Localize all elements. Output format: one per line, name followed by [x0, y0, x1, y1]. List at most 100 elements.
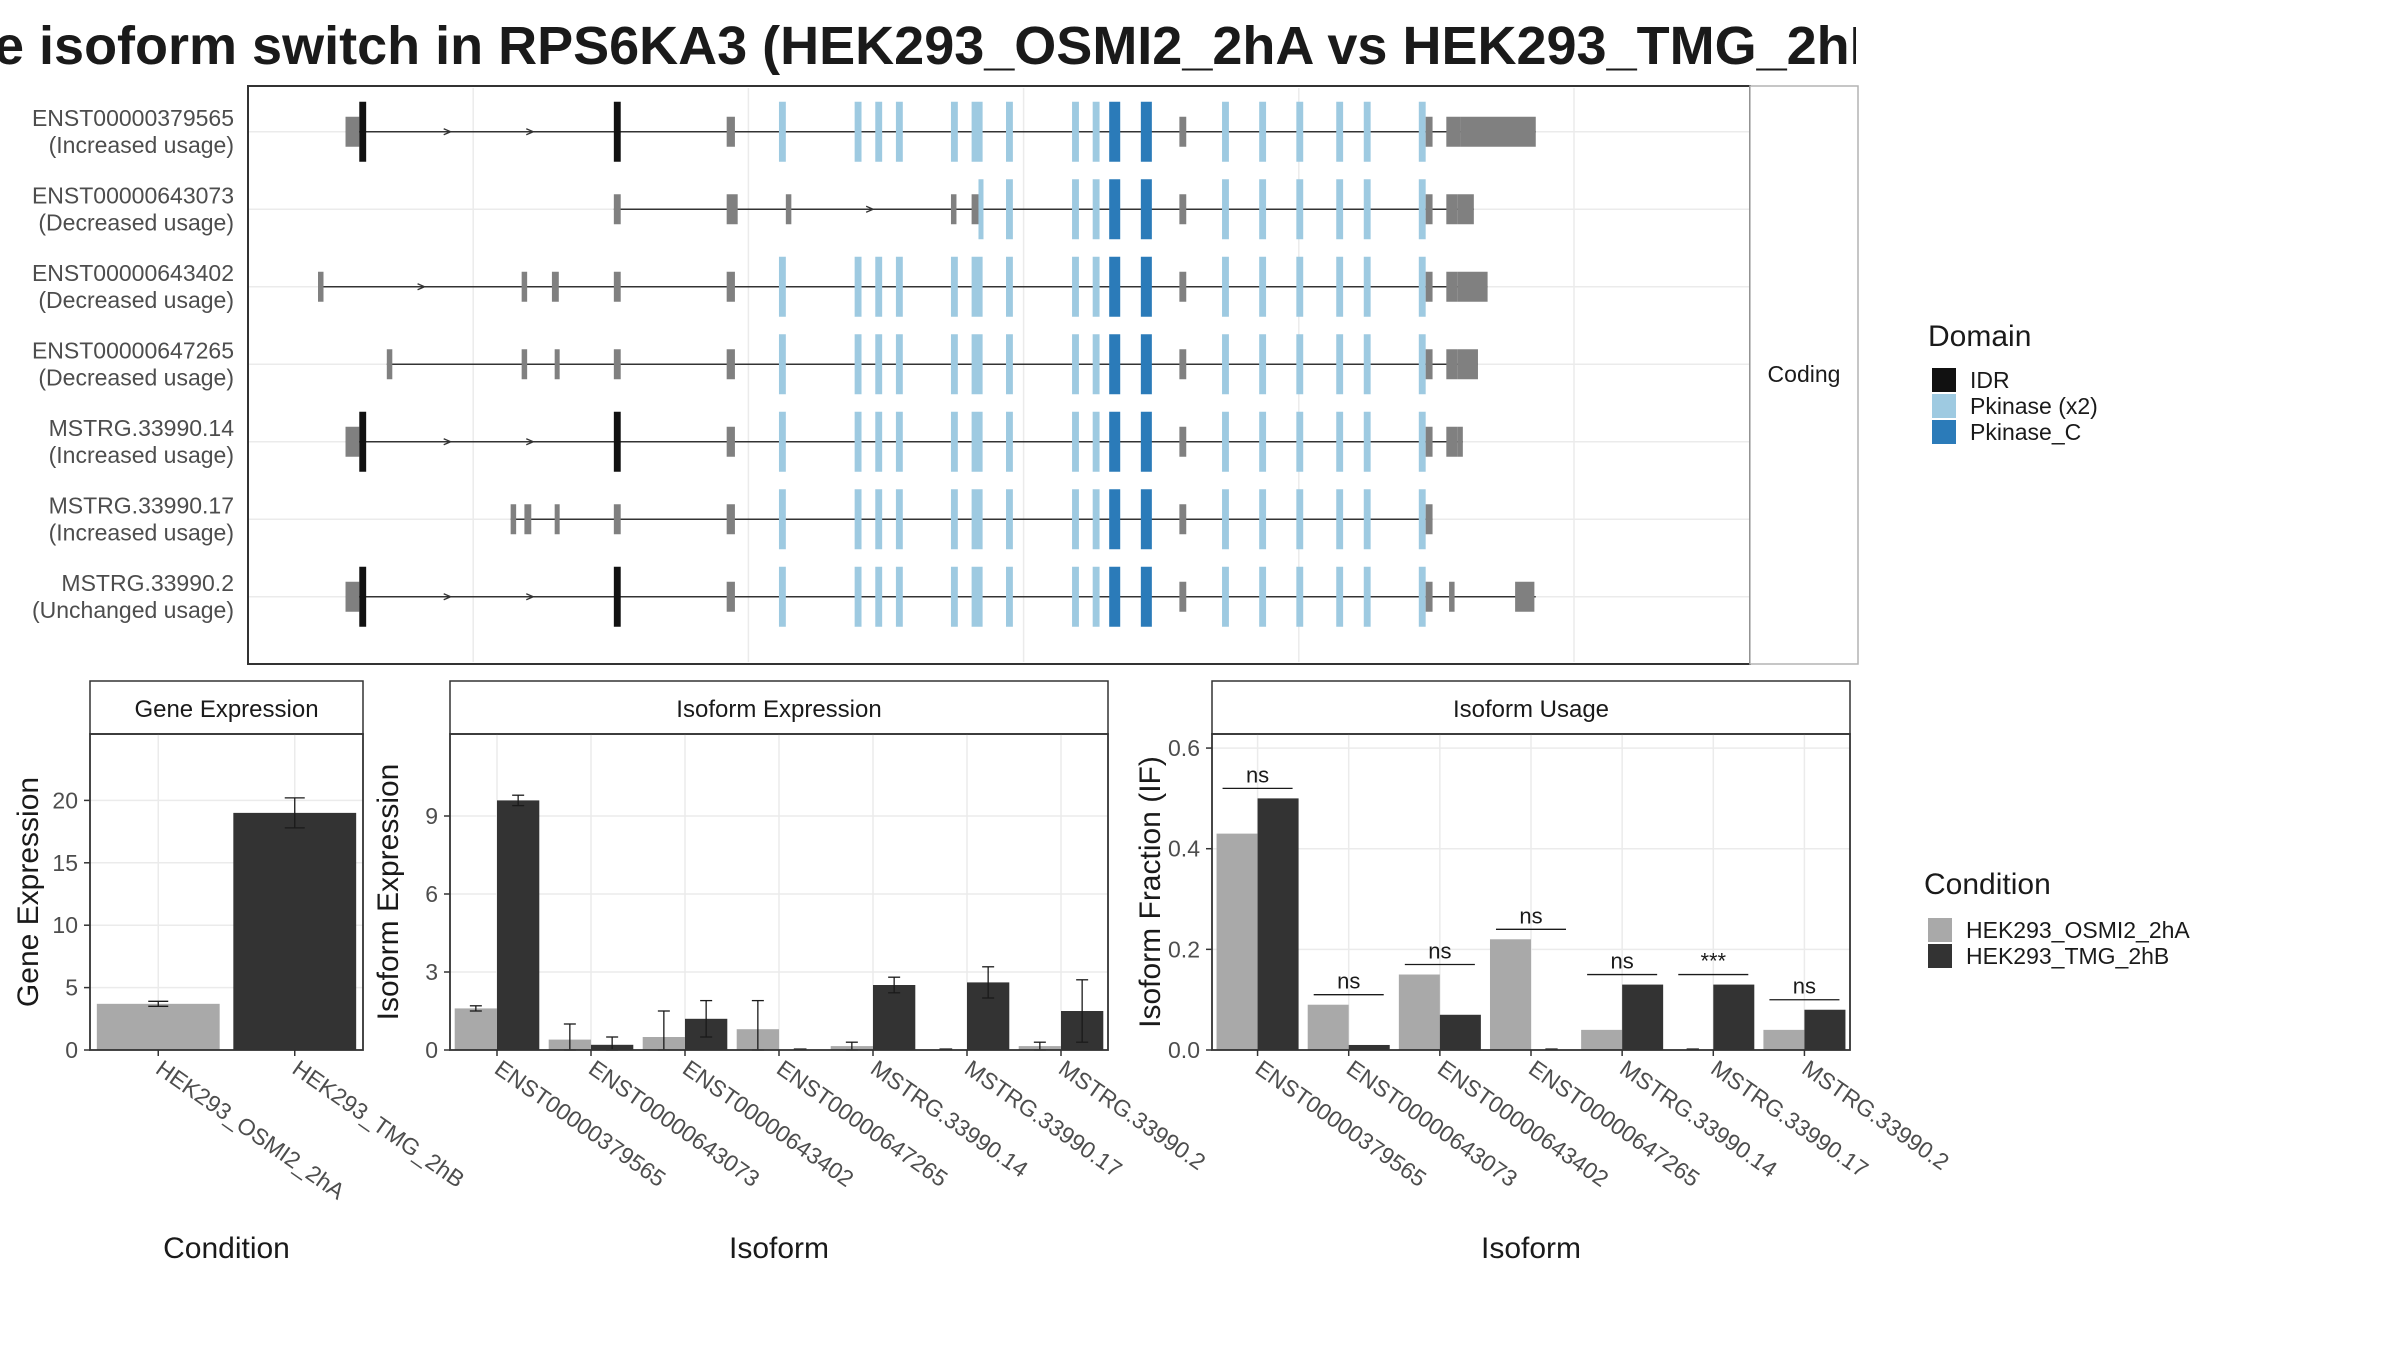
- pkinase-exon: [778, 411, 786, 472]
- condition-legend-label: HEK293_OSMI2_2hA: [1966, 917, 2190, 943]
- noncoding-exon: [1179, 426, 1187, 457]
- noncoding-exon: [613, 271, 621, 302]
- noncoding-exon: [1515, 581, 1535, 612]
- panel-title: Isoform Usage: [1453, 696, 1609, 723]
- transcript-row: ENST00000643073(Decreased usage): [32, 179, 1474, 240]
- bar: [233, 812, 357, 1050]
- noncoding-exon: [950, 194, 957, 225]
- idr-exon: [359, 411, 367, 472]
- pkinase-exon: [1296, 489, 1304, 550]
- transcript-status-label: (Increased usage): [49, 132, 234, 158]
- y-tick-label: 5: [65, 975, 78, 1001]
- condition-legend-title: Condition: [1924, 868, 2051, 901]
- transcript-id-label: MSTRG.33990.17: [49, 492, 234, 518]
- pkinase-exon: [1006, 101, 1013, 162]
- y-tick-label: 15: [52, 850, 78, 876]
- pkinase-exon: [1006, 256, 1013, 317]
- pkinase-exon: [1092, 179, 1100, 240]
- bar: [1348, 1044, 1390, 1050]
- significance-label: ns: [1793, 974, 1816, 999]
- noncoding-exon: [1179, 194, 1187, 225]
- transcript-status-label: (Increased usage): [49, 519, 234, 545]
- noncoding-exon: [726, 271, 735, 302]
- pkinase-c-exon: [1109, 256, 1121, 317]
- transcript-id-label: ENST00000643402: [32, 260, 234, 286]
- pkinase-exon: [978, 179, 984, 240]
- noncoding-exon: [726, 504, 735, 535]
- pkinase-exon: [1259, 489, 1267, 550]
- domain-legend-key: [1932, 394, 1956, 418]
- bar: [1257, 798, 1299, 1050]
- pkinase-exon: [1006, 411, 1013, 472]
- domain-legend-key: [1932, 368, 1956, 392]
- pkinase-exon: [895, 411, 903, 472]
- y-tick-label: 0: [65, 1037, 78, 1063]
- y-tick-label: 6: [425, 881, 438, 907]
- pkinase-exon: [1092, 334, 1100, 395]
- pkinase-exon: [854, 256, 862, 317]
- condition-legend-key: [1928, 944, 1952, 968]
- pkinase-exon: [1092, 411, 1100, 472]
- bar: [873, 985, 916, 1050]
- pkinase-exon: [1336, 101, 1344, 162]
- transcript-status-label: (Decreased usage): [38, 287, 234, 313]
- pkinase-exon: [875, 101, 883, 162]
- pkinase-exon: [1336, 179, 1344, 240]
- y-tick-label: 0.2: [1168, 936, 1200, 962]
- noncoding-exon: [1449, 581, 1455, 612]
- noncoding-exon: [726, 349, 735, 380]
- pkinase-c-exon: [1109, 411, 1121, 472]
- noncoding-exon: [1425, 116, 1433, 147]
- noncoding-exon: [1446, 426, 1458, 457]
- pkinase-exon: [1092, 489, 1100, 550]
- pkinase-exon: [1222, 179, 1229, 240]
- panel-title-strip: [1211, 680, 1851, 735]
- pkinase-exon: [1072, 256, 1079, 317]
- strand-arrow: [417, 283, 427, 291]
- pkinase-exon: [950, 489, 958, 550]
- noncoding-exon: [613, 194, 621, 225]
- bar: [1804, 1009, 1846, 1050]
- significance-label: ns: [1428, 939, 1451, 964]
- noncoding-exon: [554, 504, 560, 535]
- significance-label: ns: [1519, 903, 1542, 928]
- pkinase-exon: [875, 489, 883, 550]
- pkinase-exon: [895, 566, 903, 627]
- pkinase-c-exon: [1109, 101, 1121, 162]
- pkinase-exon: [1363, 179, 1371, 240]
- significance-label: ***: [1700, 949, 1726, 974]
- noncoding-exon: [551, 271, 559, 302]
- strand-arrow: [443, 593, 453, 601]
- transcript-status-label: (Decreased usage): [38, 364, 234, 390]
- pkinase-exon: [1336, 566, 1344, 627]
- y-tick-label: 20: [52, 787, 78, 813]
- pkinase-exon: [950, 566, 958, 627]
- domain-legend-key: [1932, 420, 1956, 444]
- strand-arrow: [865, 205, 875, 213]
- noncoding-exon: [521, 349, 528, 380]
- panel-title: Gene Expression: [134, 696, 318, 723]
- structure-plot-frame: [247, 85, 1751, 665]
- transcript-id-label: MSTRG.33990.2: [61, 570, 234, 596]
- x-tick-label: ENST00000643073: [1342, 1055, 1522, 1192]
- pkinase-exon: [971, 256, 983, 317]
- transcript-row: ENST00000647265(Decreased usage): [32, 334, 1478, 395]
- noncoding-exon: [1425, 194, 1433, 225]
- noncoding-exon: [1425, 271, 1433, 302]
- pkinase-exon: [1418, 489, 1426, 550]
- x-tick-label: ENST00000643402: [678, 1055, 858, 1192]
- pkinase-exon: [778, 566, 786, 627]
- pkinase-exon: [1363, 101, 1371, 162]
- noncoding-exon: [726, 116, 735, 147]
- idr-exon: [359, 101, 367, 162]
- x-tick-label: MSTRG.33990.2: [1798, 1055, 1954, 1175]
- pkinase-exon: [1418, 411, 1426, 472]
- pkinase-exon: [1222, 566, 1229, 627]
- transcript-row: ENST00000643402(Decreased usage): [32, 256, 1488, 317]
- pkinase-exon: [875, 256, 883, 317]
- transcript-row: MSTRG.33990.14(Increased usage): [49, 411, 1463, 472]
- noncoding-exon: [726, 194, 738, 225]
- pkinase-exon: [1006, 179, 1013, 240]
